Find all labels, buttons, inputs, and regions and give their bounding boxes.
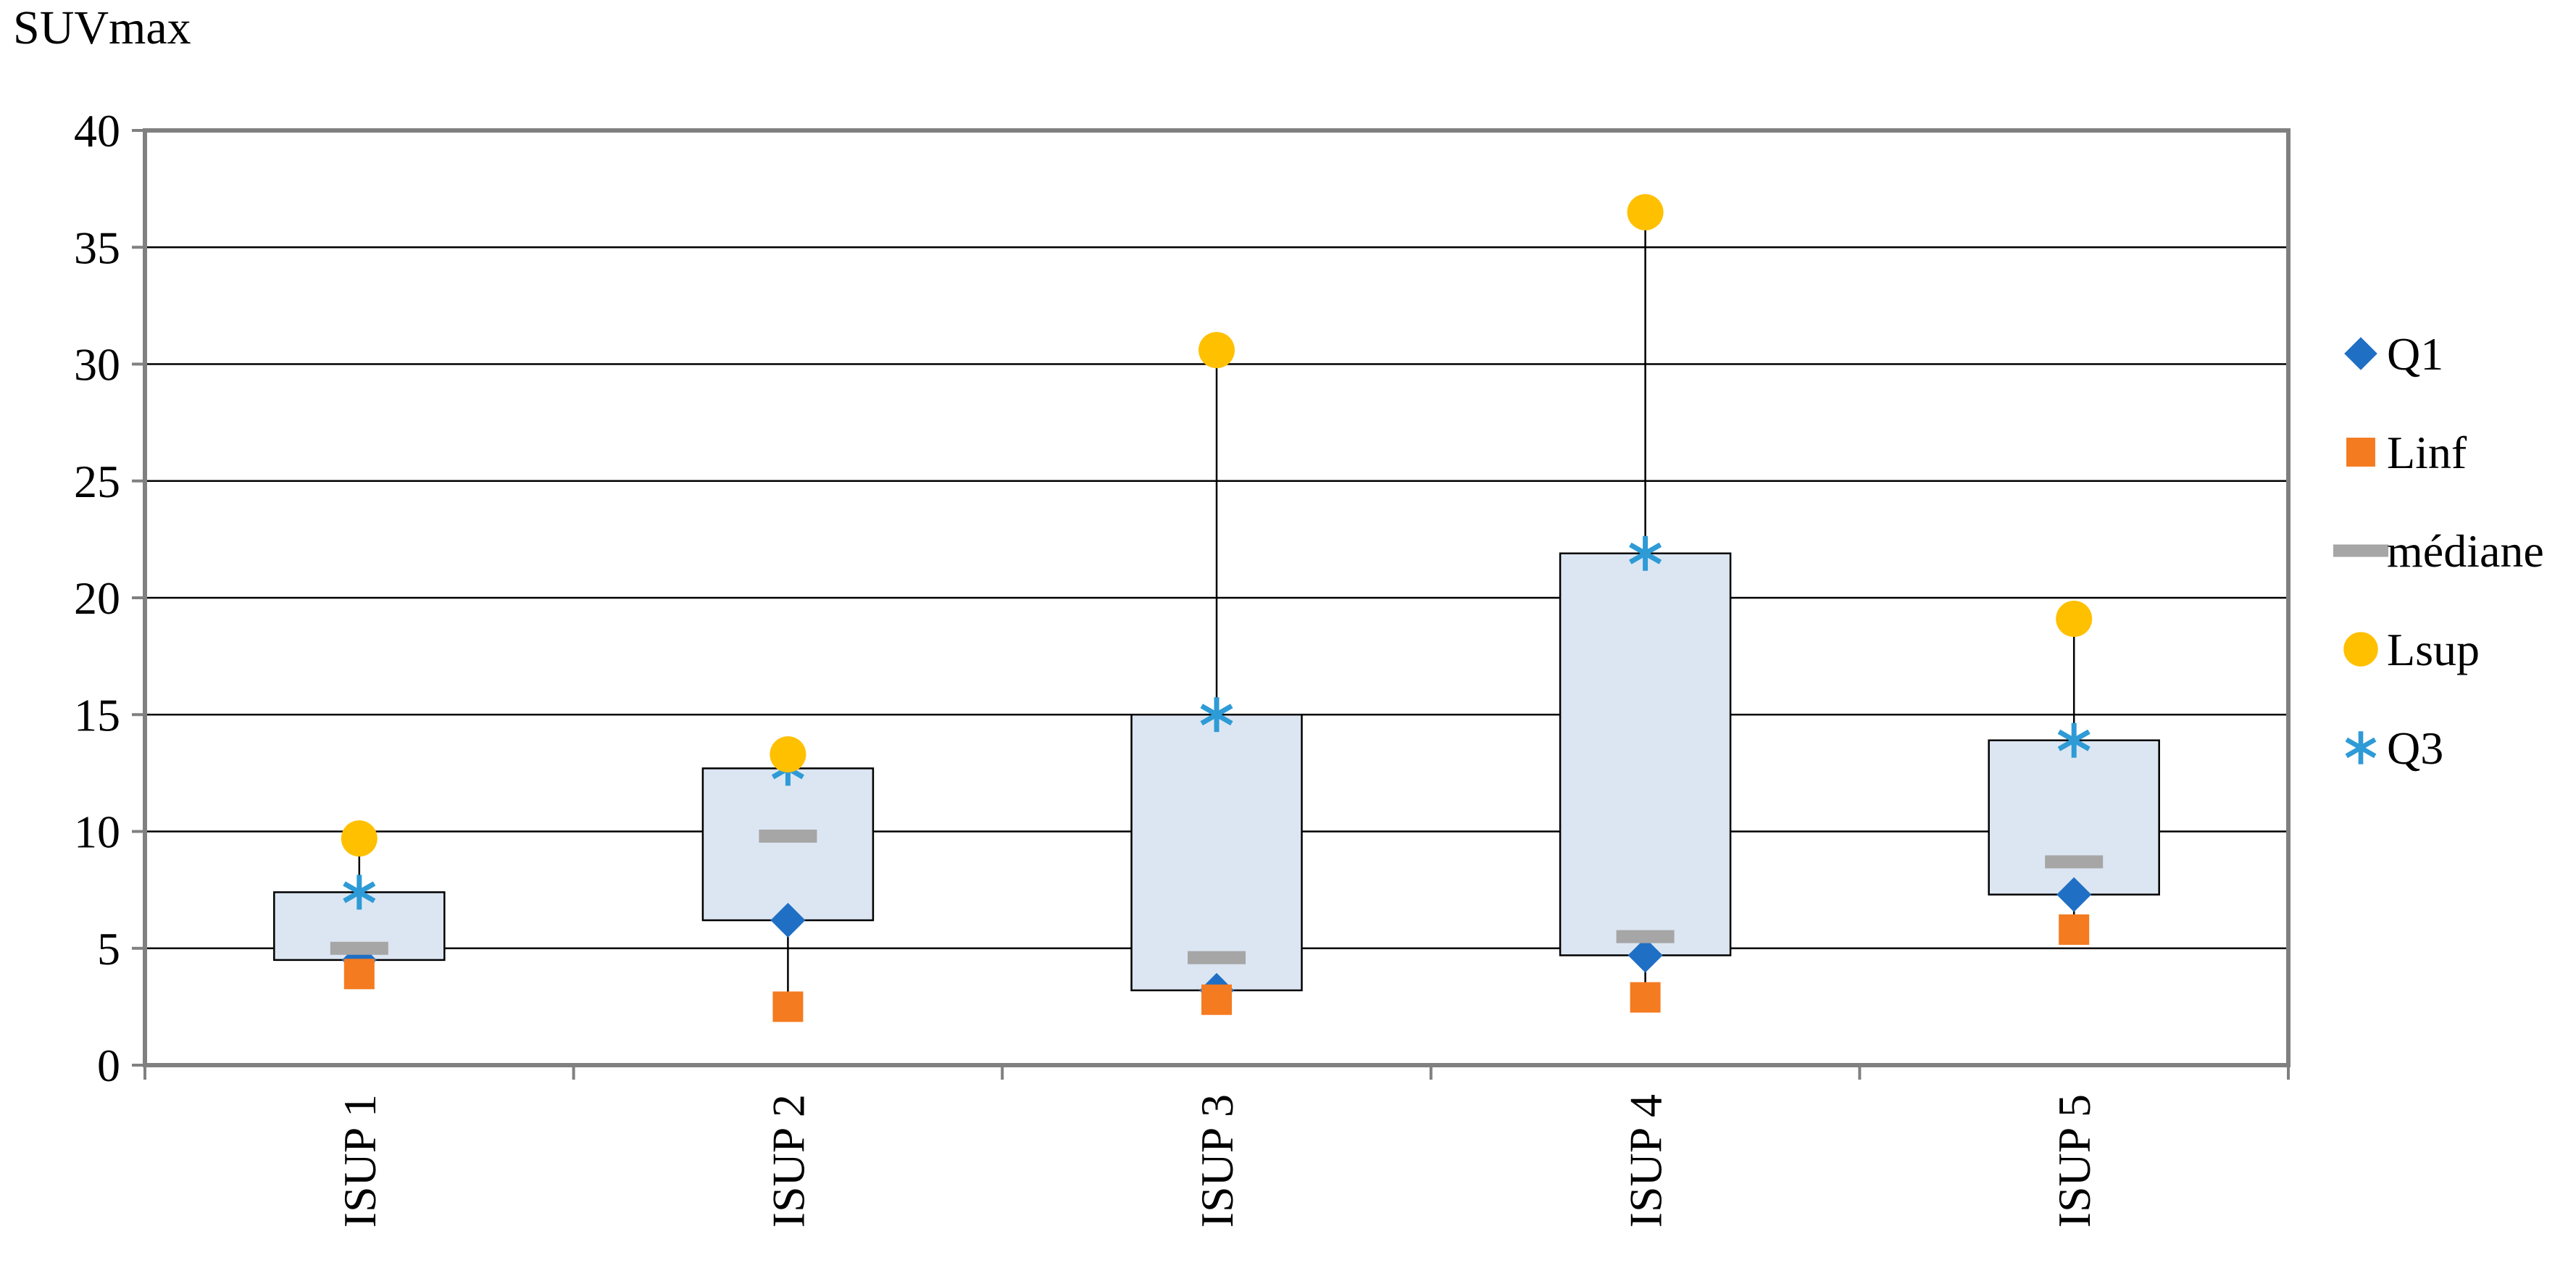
y-axis: 0 5 10 15 20 25 30 35 40 (74, 105, 145, 1091)
legend-marker (2345, 731, 2377, 764)
legend-label: médiane (2387, 525, 2544, 577)
x-tick-label: ISUP 1 (334, 1094, 385, 1227)
y-tick-label: 5 (97, 923, 120, 975)
point-mdiane-2 (759, 829, 817, 843)
point-linf-1 (343, 959, 375, 990)
point-mdiane-5 (2045, 855, 2104, 869)
y-tick-label: 10 (74, 806, 120, 858)
point-linf-5 (2059, 914, 2090, 945)
point-q3-3 (1200, 697, 1233, 733)
chart-marks (330, 193, 2104, 1022)
legend-label: Lsup (2387, 624, 2480, 675)
x-axis: ISUP 1 ISUP 2 ISUP 3 ISUP 4 ISUP 5 (143, 1065, 2290, 1227)
point-lsup-5 (2056, 601, 2093, 638)
point-mdiane-1 (330, 941, 388, 955)
point-linf-2 (772, 991, 804, 1022)
legend: Q1 Linf médiane Lsup Q3 (2333, 328, 2544, 774)
point-q1-2 (770, 903, 806, 938)
point-q1-4 (1627, 938, 1663, 973)
legend-label: Q1 (2387, 328, 2443, 380)
legend-label: Q3 (2387, 722, 2443, 774)
x-tick-label: ISUP 3 (1191, 1094, 1243, 1227)
iqr-box (1988, 739, 2160, 896)
point-lsup-2 (770, 736, 806, 773)
y-tick-label: 20 (74, 572, 120, 624)
legend-marker (2346, 438, 2375, 467)
point-mdiane-3 (1188, 951, 1246, 964)
legend-label: Linf (2387, 427, 2467, 478)
legend-marker (2344, 337, 2377, 370)
point-linf-4 (1630, 982, 1661, 1013)
iqr-box (1130, 714, 1303, 992)
point-q3-1 (343, 875, 376, 910)
point-lsup-1 (341, 820, 378, 857)
y-tick-label: 0 (97, 1040, 120, 1091)
iqr-box (701, 767, 875, 922)
y-tick-label: 35 (74, 222, 120, 273)
y-tick-label: 40 (74, 105, 120, 157)
point-lsup-4 (1627, 193, 1664, 230)
point-q1-5 (2056, 877, 2092, 912)
point-q3-4 (1629, 535, 1662, 571)
legend-marker (2333, 544, 2388, 557)
x-tick-label: ISUP 5 (2048, 1094, 2100, 1227)
point-lsup-3 (1199, 332, 1235, 369)
point-linf-3 (1201, 984, 1232, 1015)
point-q3-5 (2057, 722, 2091, 758)
y-axis-label: SUVmax (13, 1, 191, 54)
boxes (273, 212, 2160, 1007)
iqr-box (1559, 552, 1732, 956)
y-tick-label: 25 (74, 456, 120, 507)
x-tick-label: ISUP 4 (1620, 1094, 1672, 1227)
legend-marker (2343, 632, 2378, 667)
y-tick-label: 15 (74, 689, 120, 741)
x-tick-label: ISUP 2 (762, 1094, 814, 1227)
y-tick-label: 30 (74, 339, 120, 391)
point-mdiane-4 (1616, 930, 1675, 943)
